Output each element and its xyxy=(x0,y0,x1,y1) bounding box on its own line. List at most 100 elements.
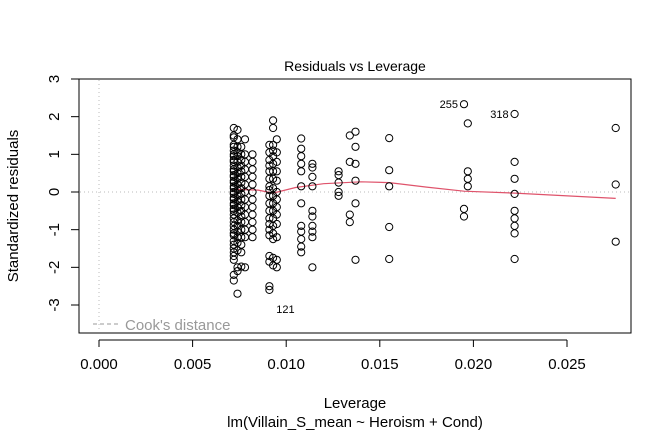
data-point xyxy=(308,182,317,191)
x-tick-label: 0.010 xyxy=(267,356,305,373)
point-label: 318 xyxy=(490,109,508,121)
data-point xyxy=(272,176,281,185)
data-point xyxy=(510,214,519,223)
data-point xyxy=(351,127,360,136)
x-axis-title: Leverage xyxy=(324,395,387,412)
data-point xyxy=(351,159,360,168)
data-point xyxy=(510,221,519,230)
data-point xyxy=(297,235,306,244)
data-point xyxy=(510,189,519,198)
x-tick-label: 0.015 xyxy=(361,356,399,373)
data-point xyxy=(334,178,343,187)
data-point xyxy=(385,182,394,191)
smoother-layer xyxy=(233,181,616,199)
data-point xyxy=(248,203,257,212)
data-point xyxy=(510,206,519,215)
data-point xyxy=(269,140,278,149)
data-point xyxy=(272,233,281,242)
data-point xyxy=(510,174,519,183)
data-point xyxy=(272,219,281,229)
y-tick-label: -2 xyxy=(46,261,63,274)
x-tick-label: 0.000 xyxy=(80,356,118,373)
data-point xyxy=(233,148,242,157)
data-point xyxy=(297,144,306,153)
data-point xyxy=(229,255,238,264)
reference-lines xyxy=(80,80,630,332)
data-point xyxy=(345,157,354,166)
data-point xyxy=(459,212,469,221)
data-point xyxy=(308,172,317,181)
data-point xyxy=(351,176,360,185)
data-point xyxy=(297,167,306,176)
y-axis-title: Standardized residuals xyxy=(5,130,22,283)
data-point xyxy=(297,248,306,257)
data-point xyxy=(308,159,317,168)
data-point xyxy=(229,276,238,285)
data-point xyxy=(297,199,306,208)
x-tick-label: 0.005 xyxy=(174,356,212,373)
data-point xyxy=(463,174,472,183)
data-point xyxy=(233,246,242,255)
data-point xyxy=(459,100,469,109)
data-point xyxy=(240,135,250,144)
point-labels-layer: 255 318 121 xyxy=(276,99,508,316)
y-tick-label: 1 xyxy=(46,150,63,158)
data-point xyxy=(269,146,278,155)
data-point xyxy=(308,233,317,242)
data-point xyxy=(297,134,306,143)
data-point xyxy=(233,289,242,298)
data-point xyxy=(459,204,469,213)
data-point xyxy=(385,166,394,175)
data-point xyxy=(248,157,257,166)
data-point xyxy=(308,221,317,230)
y-tick-label: 2 xyxy=(46,112,63,120)
data-point xyxy=(272,263,281,272)
data-point xyxy=(269,123,278,133)
data-point xyxy=(265,214,274,223)
x-tick-label: 0.025 xyxy=(548,356,586,373)
data-point xyxy=(237,262,246,271)
data-point xyxy=(510,157,519,166)
data-point xyxy=(237,248,246,257)
chart-title: Residuals vs Leverage xyxy=(284,58,426,74)
data-point xyxy=(248,172,257,181)
data-point xyxy=(345,131,354,140)
data-point xyxy=(351,255,360,264)
data-point xyxy=(297,152,306,161)
data-point xyxy=(272,135,281,144)
data-point xyxy=(272,210,281,219)
y-axis: 3 2 1 0 -1 -2 -3 xyxy=(46,75,80,312)
data-point xyxy=(248,210,257,219)
data-point xyxy=(237,195,246,204)
data-point xyxy=(308,163,317,172)
y-tick-label: 3 xyxy=(46,75,63,83)
legend-cooks-distance: Cook's distance xyxy=(125,317,230,334)
data-point xyxy=(233,142,242,151)
data-point xyxy=(248,165,257,174)
data-point xyxy=(345,210,354,219)
data-point xyxy=(248,180,257,189)
data-point xyxy=(272,167,281,176)
data-point xyxy=(611,123,620,133)
subtitle: lm(Villain_S_mean ~ Heroism + Cond) xyxy=(227,414,483,431)
y-tick-label: 0 xyxy=(46,188,63,196)
data-point xyxy=(463,119,472,128)
data-point xyxy=(229,251,238,261)
data-point xyxy=(237,150,246,159)
data-point xyxy=(510,254,519,264)
data-point xyxy=(297,221,306,230)
data-point xyxy=(248,150,257,159)
data-point xyxy=(510,109,519,119)
data-point xyxy=(351,142,360,151)
x-axis: 0.000 0.005 0.010 0.015 0.020 0.025 xyxy=(80,339,586,373)
legend: Cook's distance xyxy=(93,317,230,334)
data-point xyxy=(334,187,343,197)
data-point xyxy=(385,254,394,264)
data-point xyxy=(385,134,394,143)
data-point xyxy=(463,167,472,176)
y-tick-label: -1 xyxy=(46,223,63,236)
point-label: 121 xyxy=(276,304,294,316)
point-label: 255 xyxy=(440,99,458,111)
data-point xyxy=(265,161,274,170)
